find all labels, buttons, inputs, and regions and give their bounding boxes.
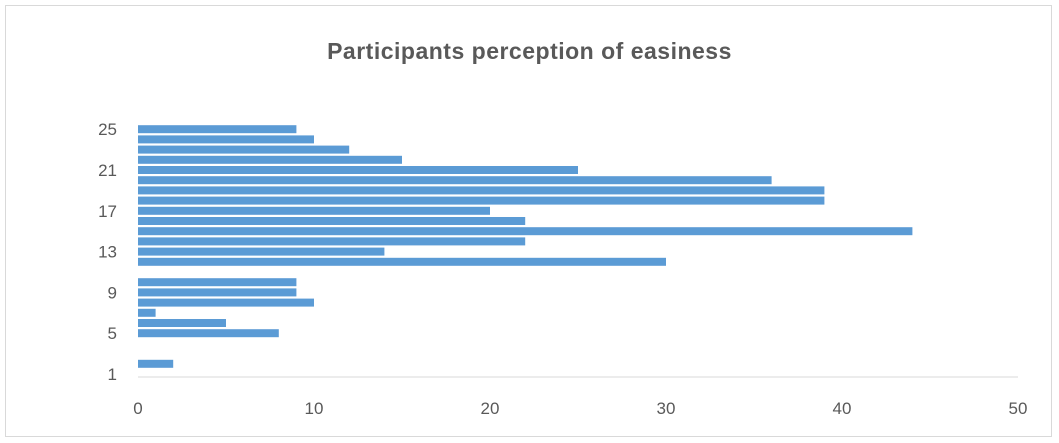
bar-20	[138, 176, 772, 185]
bar-13	[138, 247, 385, 256]
bar-24	[138, 135, 314, 144]
bar-15	[138, 227, 913, 236]
x-tick-label: 30	[657, 399, 676, 418]
bar-18	[138, 196, 825, 205]
y-tick-labels: 1 5 9 13 17 21 25	[98, 120, 117, 384]
x-tick-label: 10	[305, 399, 324, 418]
y-tick-label: 25	[98, 120, 117, 139]
y-tick-label: 13	[98, 243, 117, 262]
x-tick-label: 0	[133, 399, 142, 418]
x-tick-label: 40	[833, 399, 852, 418]
bar-14	[138, 237, 526, 246]
x-tick-label: 20	[481, 399, 500, 418]
bar-22	[138, 155, 402, 164]
bar-16	[138, 217, 526, 225]
bar-23	[138, 145, 350, 154]
bar-5	[138, 329, 279, 338]
bar-10	[138, 278, 297, 287]
bar-8	[138, 298, 314, 307]
bar-25	[138, 125, 297, 134]
bar-6	[138, 319, 226, 327]
bar-17	[138, 206, 490, 215]
bar-7	[138, 308, 156, 317]
chart-title: Participants perception of easiness	[327, 38, 732, 64]
y-tick-label: 17	[98, 202, 117, 221]
bar-9	[138, 288, 297, 297]
x-tick-label: 50	[1009, 399, 1028, 418]
bar-2	[138, 359, 174, 368]
y-tick-label: 5	[108, 324, 117, 343]
bars-group	[138, 125, 913, 368]
bar-12	[138, 257, 666, 266]
y-tick-label: 1	[108, 365, 117, 384]
bar-21	[138, 166, 578, 174]
x-tick-labels: 0 10 20 30 40 50	[133, 399, 1027, 418]
y-tick-label: 21	[98, 161, 117, 180]
bar-19	[138, 186, 825, 195]
y-tick-label: 9	[108, 283, 117, 302]
